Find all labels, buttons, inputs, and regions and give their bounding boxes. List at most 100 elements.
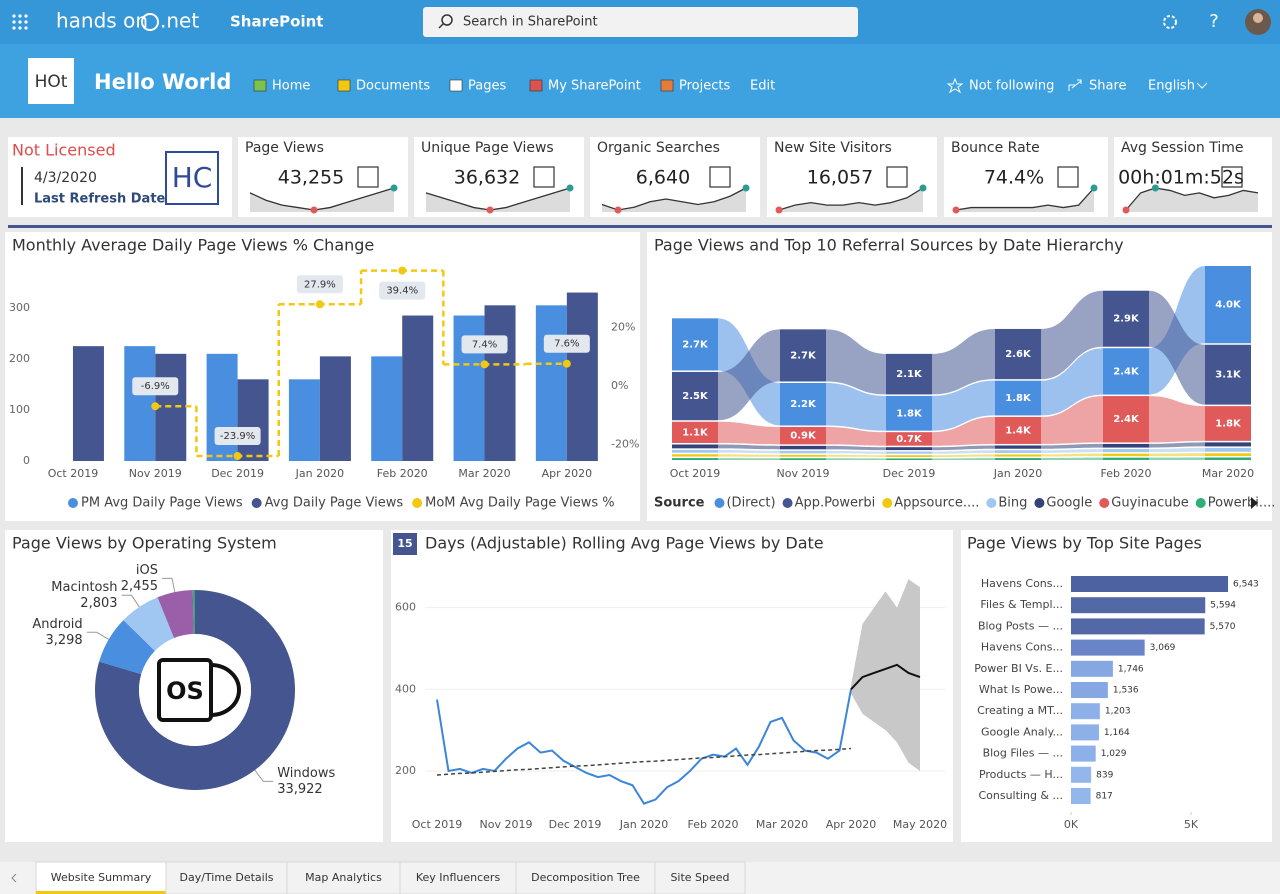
legend-label[interactable]: PM Avg Daily Page Views xyxy=(81,496,243,511)
sparkline-area xyxy=(956,188,1094,212)
tab[interactable] xyxy=(399,861,517,894)
data-label: 2.4K xyxy=(1113,414,1140,425)
tab-label[interactable]: Day/Time Details xyxy=(180,871,274,884)
share-button[interactable]: Share xyxy=(1089,79,1127,94)
donut-label: Android xyxy=(32,617,82,632)
kpi-title: Organic Searches xyxy=(597,140,720,156)
tab[interactable] xyxy=(35,861,167,894)
nav-item[interactable]: Edit xyxy=(750,79,775,94)
ribbon xyxy=(718,444,780,450)
app-launcher[interactable] xyxy=(12,14,28,30)
sparkline-min xyxy=(775,206,783,214)
bar xyxy=(1071,745,1096,762)
legend-label[interactable]: Avg Daily Page Views xyxy=(265,496,404,511)
x-tick-label: May 2020 xyxy=(893,818,947,831)
bar xyxy=(319,356,351,461)
legend-label[interactable]: (Direct) xyxy=(726,496,775,511)
badge-label[interactable]: 15 xyxy=(397,537,412,550)
ribbon-column xyxy=(672,458,718,460)
nav-item[interactable]: Documents xyxy=(356,79,430,94)
ribbon xyxy=(718,329,780,421)
chevron xyxy=(1196,82,1208,89)
ribbon xyxy=(718,458,780,460)
tab[interactable] xyxy=(165,861,288,894)
legend-swatch xyxy=(1195,498,1206,508)
data-label: 2.1K xyxy=(896,369,923,380)
search-box[interactable] xyxy=(423,7,858,37)
sparkline xyxy=(601,187,747,211)
follow-button[interactable]: Not following xyxy=(969,79,1054,94)
donut-value: 2,455 xyxy=(121,579,158,594)
tab-label[interactable]: Site Speed xyxy=(670,871,729,884)
ribbon-column xyxy=(672,454,718,457)
language-button[interactable]: English xyxy=(1148,79,1195,94)
hc-logo xyxy=(165,151,219,205)
badge xyxy=(393,533,417,555)
x-tick-label: Nov 2019 xyxy=(129,467,182,480)
data-label: 1.4K xyxy=(1005,425,1032,436)
legend-label[interactable]: Google xyxy=(1046,496,1092,511)
y-tick-label: Blog Files — ... xyxy=(983,747,1063,760)
legend-label[interactable]: Powerbi.... xyxy=(1208,496,1276,511)
legend-label[interactable]: App.Powerbi xyxy=(795,496,876,511)
sparkline-min xyxy=(310,206,318,214)
avatar-face xyxy=(1253,13,1263,23)
y-tick-label: Havens Cons... xyxy=(981,577,1063,590)
ribbon-column xyxy=(1205,457,1251,460)
kpi-icon xyxy=(709,166,731,188)
ribbon-column xyxy=(672,444,718,449)
legend-label[interactable]: MoM Avg Daily Page Views % xyxy=(425,496,614,511)
bar xyxy=(1071,660,1113,677)
ribbon xyxy=(1041,443,1103,449)
nav-icon xyxy=(529,79,543,92)
bar xyxy=(402,315,434,461)
data-label: 3.1K xyxy=(1215,370,1242,381)
line xyxy=(850,663,921,690)
legend-label[interactable]: Bing xyxy=(998,496,1027,511)
y-tick-label: Products — H... xyxy=(979,768,1063,781)
sparkline-min xyxy=(486,206,494,214)
data-label: 1.8K xyxy=(896,408,923,419)
legend-label[interactable]: Appsource.... xyxy=(894,496,979,511)
data-label: 2.9K xyxy=(1113,314,1140,325)
legend-label[interactable]: Guyinacube xyxy=(1111,496,1188,511)
chart-title: Monthly Average Daily Page Views % Chang… xyxy=(12,236,374,255)
legend-swatch xyxy=(1099,498,1110,508)
ribbon xyxy=(932,380,995,431)
tab-label[interactable]: Decomposition Tree xyxy=(531,871,640,884)
tab[interactable] xyxy=(286,861,401,894)
tab-label[interactable]: Website Summary xyxy=(51,871,152,884)
kpi-value: 36,632 xyxy=(454,167,520,189)
ribbon xyxy=(1041,290,1103,380)
tab[interactable] xyxy=(654,861,746,894)
app-name[interactable]: SharePoint xyxy=(230,13,323,31)
nav-item[interactable]: Home xyxy=(272,79,310,94)
nav-item[interactable]: My SharePoint xyxy=(548,79,641,94)
ribbon-column xyxy=(672,318,718,371)
donut-slice xyxy=(192,590,195,635)
data-label: 1,164 xyxy=(1104,728,1130,738)
line xyxy=(436,689,852,805)
site-title[interactable]: Hello World xyxy=(94,70,231,94)
help-icon[interactable]: ? xyxy=(1209,11,1219,32)
tab-label[interactable]: Key Influencers xyxy=(416,871,501,884)
ribbon-column xyxy=(672,449,718,453)
brand-suffix: .net xyxy=(160,9,199,33)
star-icon xyxy=(946,77,964,94)
ribbon-column xyxy=(1205,344,1251,405)
bar xyxy=(535,305,567,461)
nav-item[interactable]: Projects xyxy=(679,79,730,94)
legend-next[interactable] xyxy=(1251,497,1258,509)
tab-scroll[interactable] xyxy=(11,873,17,883)
x-tick-label: Mar 2020 xyxy=(1202,467,1254,480)
tab-label[interactable]: Map Analytics xyxy=(305,871,382,884)
data-label: 7.4% xyxy=(472,339,497,350)
site-logo xyxy=(28,58,74,104)
data-label: 0.7K xyxy=(896,434,923,445)
kpi-icon xyxy=(533,166,555,188)
chart-title: Page Views and Top 10 Referral Sources b… xyxy=(654,236,1124,255)
sparkline-area xyxy=(779,188,923,212)
settings-icon[interactable] xyxy=(1163,15,1177,29)
nav-item[interactable]: Pages xyxy=(468,79,506,94)
